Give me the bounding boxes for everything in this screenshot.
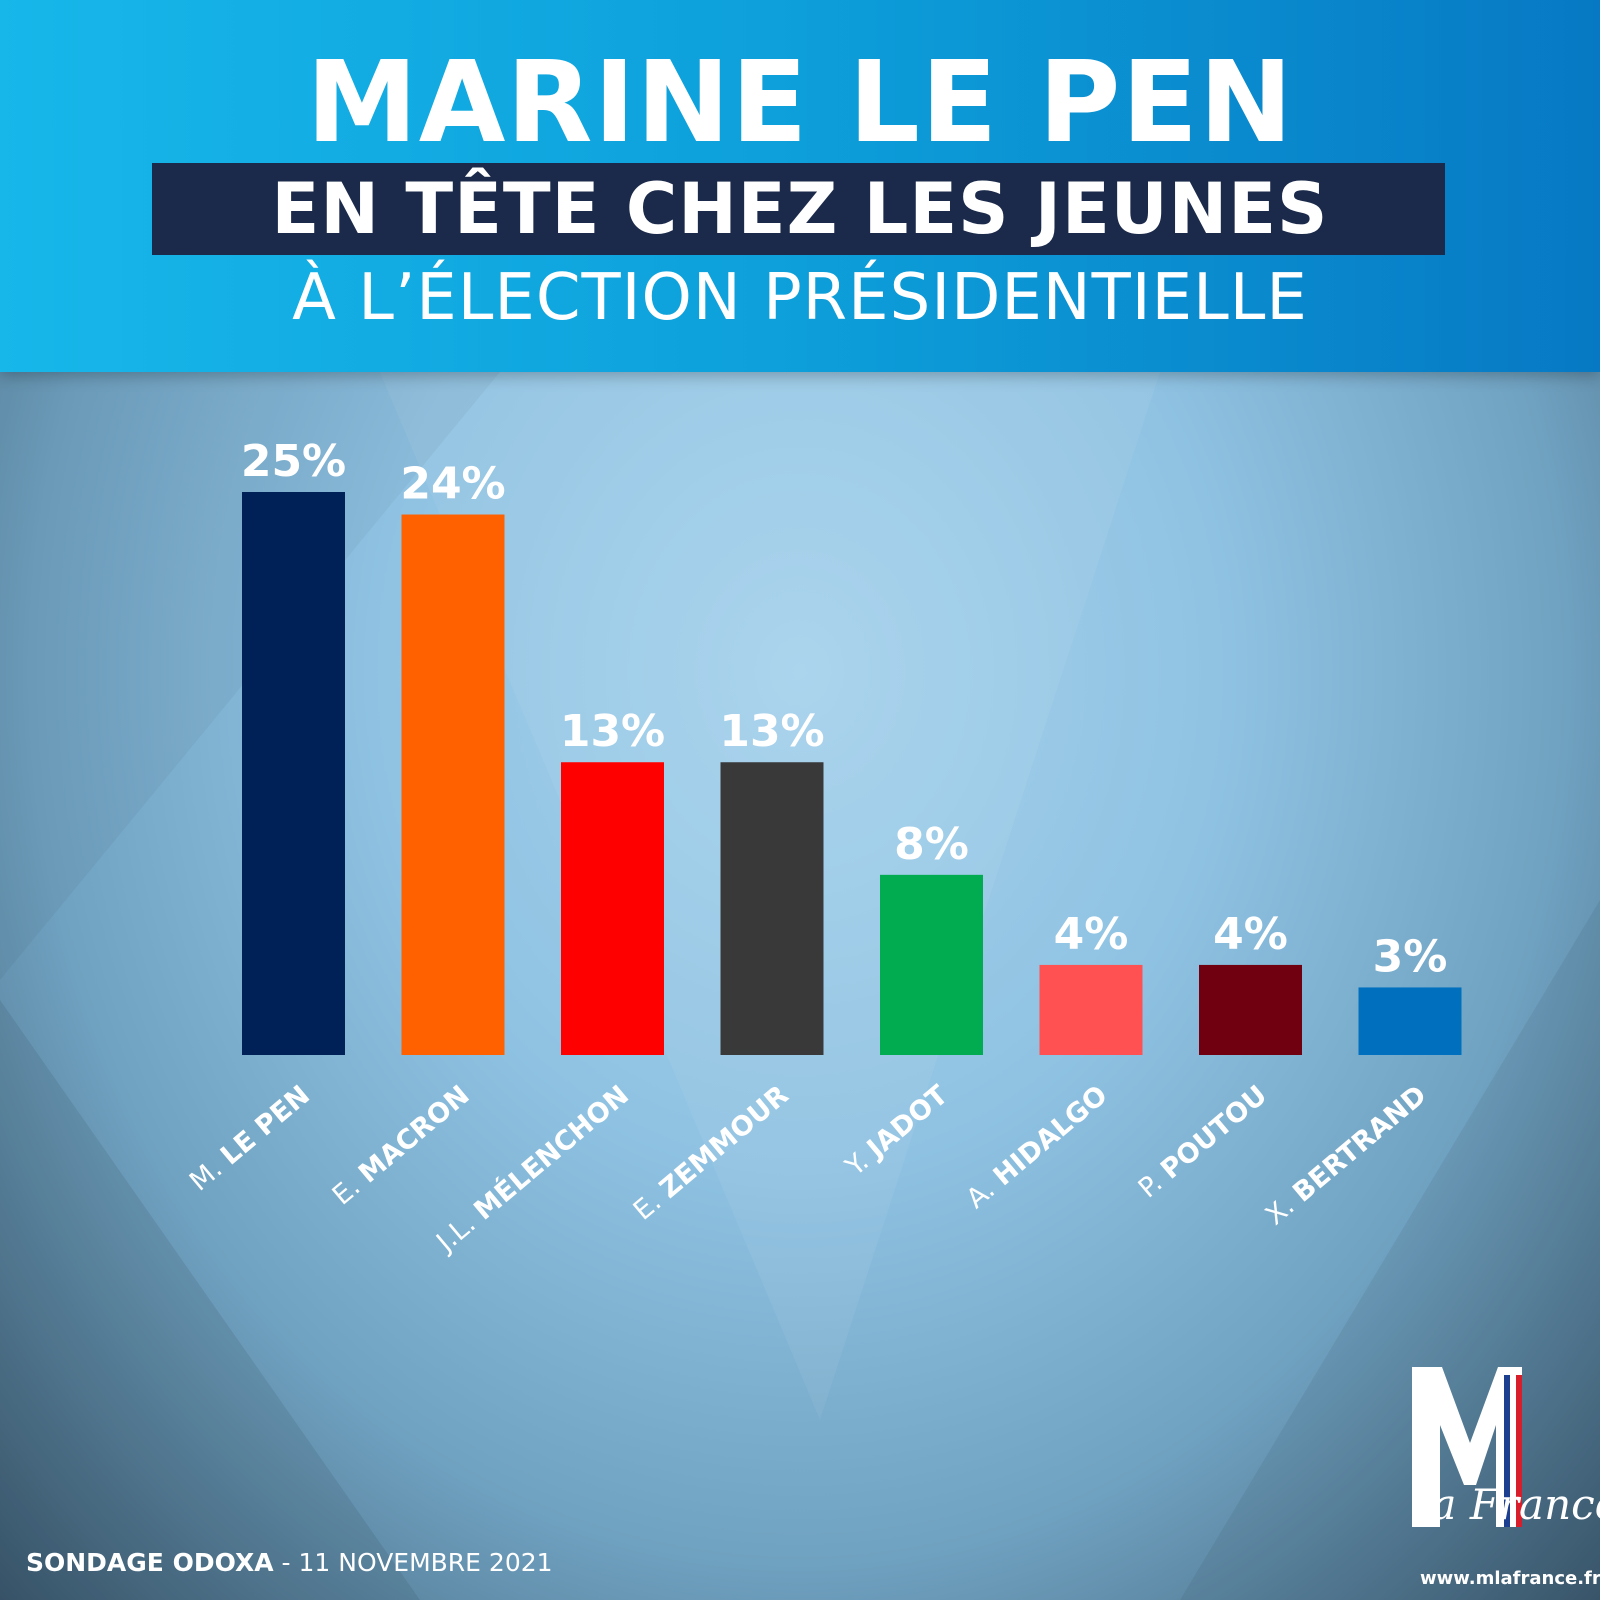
x-tick-label-name: JADOT xyxy=(860,1079,954,1165)
subtitle-band xyxy=(152,163,1445,255)
logo-text: la France xyxy=(1418,1480,1600,1529)
bar-bertrand xyxy=(1358,987,1462,1055)
data-label: 3% xyxy=(1373,931,1448,982)
x-tick-label: A. HIDALGO xyxy=(961,1080,1114,1215)
x-tick-label: E. ZEMMOUR xyxy=(628,1079,795,1226)
x-tick-label-name: MÉLENCHON xyxy=(468,1079,635,1227)
x-tick-label-name: ZEMMOUR xyxy=(654,1079,795,1204)
x-tick-label-name: HIDALGO xyxy=(988,1080,1114,1193)
source-date: - 11 NOVEMBRE 2021 xyxy=(273,1548,553,1577)
page-subtitle: EN TÊTE CHEZ LES JEUNES xyxy=(271,168,1329,250)
page-subtitle-second-line: À L’ÉLECTION PRÉSIDENTIELLE xyxy=(292,261,1308,335)
x-tick-label: Y. JADOT xyxy=(839,1079,954,1183)
x-tick-label: P. POUTOU xyxy=(1133,1080,1273,1205)
source-note: SONDAGE ODOXA - 11 NOVEMBRE 2021 xyxy=(26,1548,553,1577)
x-tick-label-name: LE PEN xyxy=(215,1080,316,1172)
data-label: 8% xyxy=(894,819,969,870)
bar-macron xyxy=(401,514,505,1055)
bar-zemmour xyxy=(720,762,824,1055)
data-label: 13% xyxy=(719,706,824,757)
data-label: 25% xyxy=(241,436,346,487)
source-name: SONDAGE ODOXA xyxy=(26,1548,274,1577)
x-tick-label-name: BERTRAND xyxy=(1287,1080,1432,1209)
bar-poutou xyxy=(1199,964,1302,1055)
website-url: www.mlafrance.fr xyxy=(1420,1568,1600,1589)
x-tick-label: M. LE PEN xyxy=(184,1080,316,1198)
bar-mélenchon xyxy=(561,762,664,1055)
x-tick-label: E. MACRON xyxy=(327,1080,476,1212)
bar-le-pen xyxy=(242,492,345,1055)
logo-m-icon xyxy=(1412,1367,1522,1527)
x-tick-label: X. BERTRAND xyxy=(1260,1080,1433,1232)
x-tick-label-name: POUTOU xyxy=(1155,1080,1273,1186)
x-tick-label-name: MACRON xyxy=(353,1080,476,1190)
page-title: MARINE LE PEN xyxy=(306,38,1294,168)
header-banner: MARINE LE PEN EN TÊTE CHEZ LES JEUNES À … xyxy=(0,0,1600,372)
data-label: 4% xyxy=(1213,909,1288,960)
data-label: 13% xyxy=(560,706,665,757)
data-label: 24% xyxy=(400,459,505,510)
data-label: 4% xyxy=(1054,909,1129,960)
bar-jadot xyxy=(880,874,983,1055)
bar-hidalgo xyxy=(1039,964,1143,1055)
